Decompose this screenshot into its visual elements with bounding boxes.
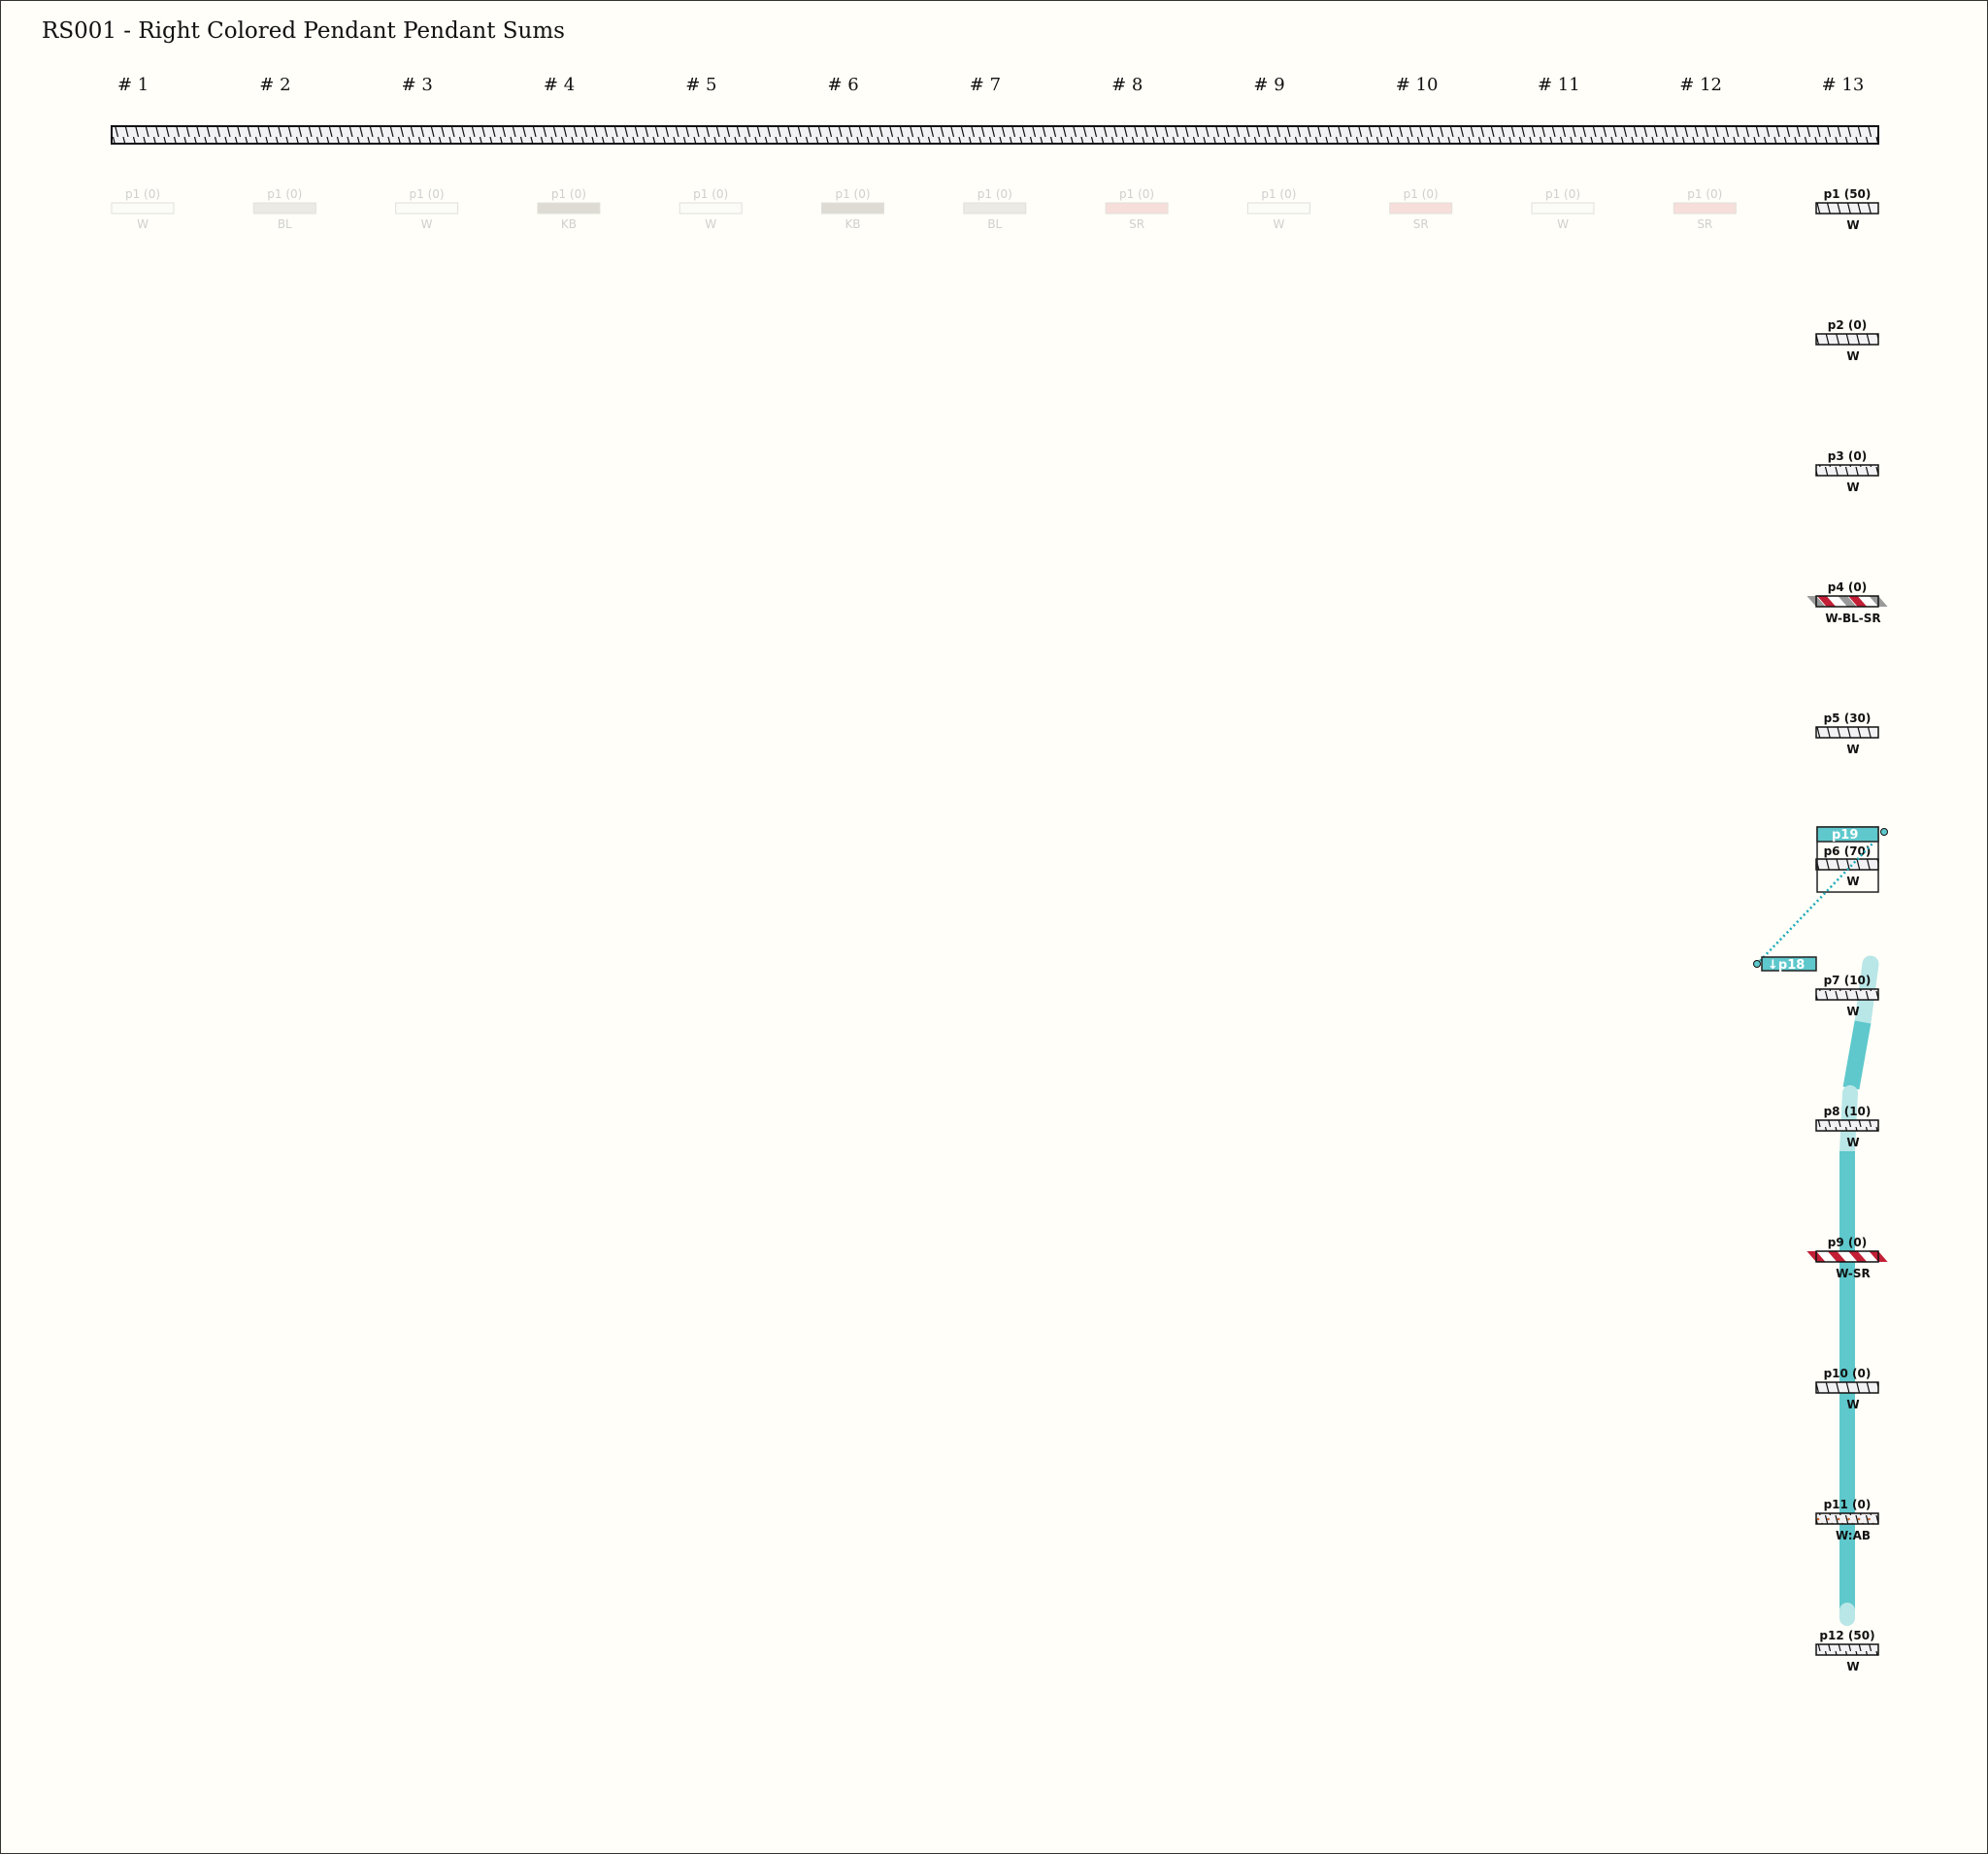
pendant-label: p1 (0) xyxy=(1687,187,1722,201)
pendant-cord[interactable] xyxy=(679,202,743,215)
pendant-label: p8 (10) xyxy=(1824,1105,1872,1118)
pendant-cord[interactable] xyxy=(1815,464,1879,477)
pendant-cord[interactable] xyxy=(1531,202,1595,215)
pendant-cord[interactable] xyxy=(963,202,1027,215)
pendant-label: p1 (0) xyxy=(267,187,302,201)
page-title: RS001 - Right Colored Pendant Pendant Su… xyxy=(42,18,565,44)
pendant-color-label: W xyxy=(705,217,716,231)
pendant-label: p4 (0) xyxy=(1828,580,1867,594)
pendant-label: p1 (0) xyxy=(835,187,870,201)
pendant-label: p1 (0) xyxy=(410,187,445,201)
pendant-label: p7 (10) xyxy=(1824,974,1872,987)
pendant-cord[interactable] xyxy=(252,202,316,215)
pendant-label: p12 (50) xyxy=(1819,1629,1874,1642)
pendant-color-label: W-SR xyxy=(1836,1267,1871,1280)
column-header: # 4 xyxy=(544,75,575,95)
pendant-label: p1 (0) xyxy=(125,187,160,201)
tag-p19-label: p19 xyxy=(1832,828,1858,843)
pendant-color-label: W xyxy=(1846,1398,1859,1411)
pendant-label: p6 (70) xyxy=(1824,844,1872,858)
pendant-color-label: SR xyxy=(1697,217,1712,231)
pendant-cord[interactable] xyxy=(1389,202,1453,215)
pendant-label: p1 (0) xyxy=(693,187,728,201)
pendant-color-label: W xyxy=(1846,743,1859,756)
pendant-color-label: W xyxy=(1846,1660,1859,1673)
connector-dot[interactable] xyxy=(1880,828,1888,836)
column-header: # 7 xyxy=(970,75,1001,95)
pendant-label: p1 (0) xyxy=(551,187,586,201)
pendant-color-label: W xyxy=(421,217,433,231)
pendant-color-label: SR xyxy=(1413,217,1429,231)
pendant-cord[interactable] xyxy=(1673,202,1737,215)
pendant-cord[interactable] xyxy=(1246,202,1310,215)
pendant-color-label: W xyxy=(1846,875,1859,888)
column-header: # 11 xyxy=(1538,75,1580,95)
tag-p19[interactable] xyxy=(1816,826,1879,843)
pendant-cord[interactable] xyxy=(1815,1119,1879,1132)
pendant-cord[interactable] xyxy=(1806,595,1888,608)
primary-cord[interactable] xyxy=(111,125,1879,145)
pendant-color-label: W xyxy=(1846,1136,1859,1149)
column-header: # 9 xyxy=(1253,75,1284,95)
column-header: # 3 xyxy=(402,75,433,95)
pendant-label: p1 (0) xyxy=(1261,187,1296,201)
pendant-color-label: BL xyxy=(987,217,1002,231)
column-header: # 10 xyxy=(1396,75,1439,95)
column-header: # 6 xyxy=(828,75,859,95)
pendant-cord[interactable] xyxy=(1815,333,1879,346)
pendant-label: p3 (0) xyxy=(1828,449,1867,463)
pendant-label: p2 (0) xyxy=(1828,318,1867,332)
pendant-label: p1 (0) xyxy=(1119,187,1154,201)
column-header: # 2 xyxy=(259,75,290,95)
pendant-color-label: W xyxy=(1846,480,1859,494)
pendant-color-label: W xyxy=(1846,218,1859,232)
pendant-color-label: BL xyxy=(278,217,292,231)
pendant-label: p10 (0) xyxy=(1824,1367,1872,1380)
pendant-color-label: W xyxy=(1846,349,1859,363)
pendant-cord[interactable] xyxy=(1815,1643,1879,1656)
pendant-cord[interactable] xyxy=(1815,1381,1879,1394)
column-header: # 8 xyxy=(1111,75,1143,95)
column-header: # 12 xyxy=(1679,75,1722,95)
pendant-color-label: W xyxy=(1846,1005,1859,1018)
column-header: # 13 xyxy=(1822,75,1865,95)
pendant-label: p5 (30) xyxy=(1824,712,1872,725)
pendant-label: p9 (0) xyxy=(1828,1236,1867,1249)
pendant-color-label: W xyxy=(1557,217,1569,231)
pendant-cord[interactable] xyxy=(395,202,459,215)
pendant-label: p1 (0) xyxy=(1545,187,1580,201)
pendant-cord[interactable] xyxy=(1815,202,1879,215)
tag-p18[interactable] xyxy=(1761,956,1817,972)
pendant-label: p1 (0) xyxy=(977,187,1012,201)
pendant-label: p11 (0) xyxy=(1824,1498,1872,1511)
pendant-cord[interactable] xyxy=(1815,988,1879,1001)
pendant-label: p1 (0) xyxy=(1404,187,1439,201)
pendant-color-label: W xyxy=(1273,217,1284,231)
pendant-color-label: W:AB xyxy=(1836,1529,1871,1542)
pendant-cord[interactable] xyxy=(1105,202,1169,215)
path-segment xyxy=(1842,1020,1872,1090)
pendant-cord[interactable] xyxy=(1815,726,1879,739)
pendant-cord[interactable] xyxy=(111,202,175,215)
pendant-color-label: SR xyxy=(1129,217,1144,231)
pendant-cord[interactable] xyxy=(1806,1250,1888,1263)
column-header: # 1 xyxy=(117,75,149,95)
pendant-label: p1 (50) xyxy=(1824,187,1872,201)
connector-dot[interactable] xyxy=(1753,960,1761,968)
tag-p18-label: ↓p18 xyxy=(1768,958,1805,973)
pendant-color-label: W-BL-SR xyxy=(1825,612,1880,625)
column-header: # 5 xyxy=(685,75,716,95)
pendant-color-label: W xyxy=(137,217,149,231)
pendant-color-label: KB xyxy=(845,217,860,231)
pendant-cord[interactable] xyxy=(821,202,884,215)
pendant-color-label: KB xyxy=(561,217,577,231)
pendant-cord[interactable] xyxy=(1815,1512,1879,1525)
pendant-cord[interactable] xyxy=(537,202,601,215)
